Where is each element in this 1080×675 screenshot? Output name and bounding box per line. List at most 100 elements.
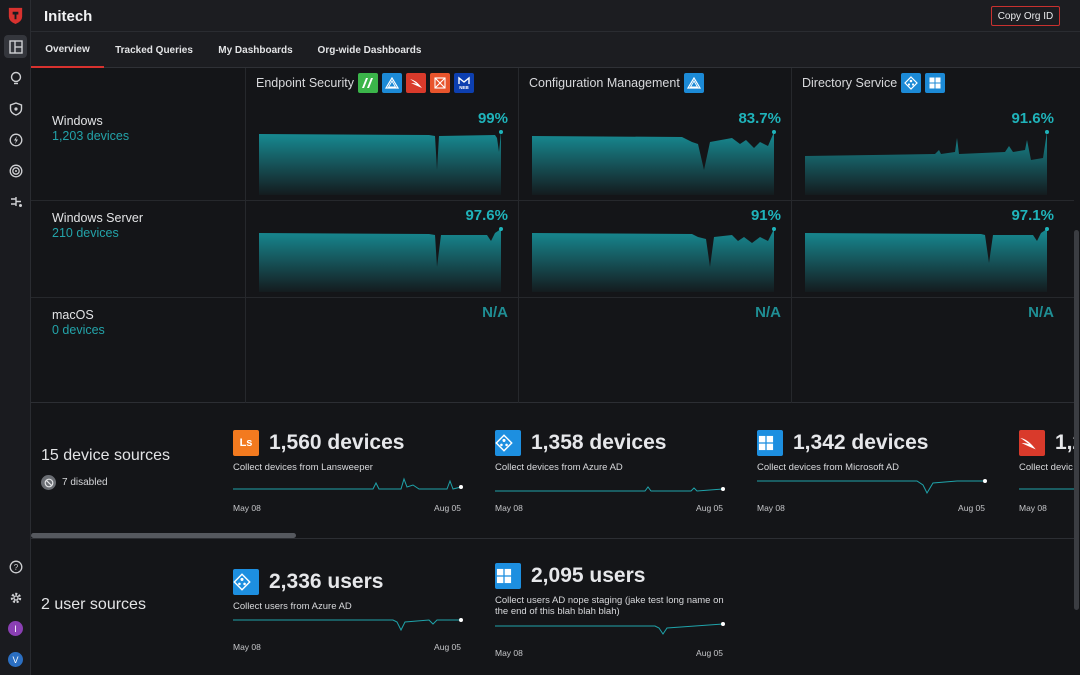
malwarebytes-icon[interactable]: NEB xyxy=(453,73,474,93)
source-description: Collect users AD nope staging (jake test… xyxy=(495,595,724,617)
crowdstrike-icon xyxy=(1019,430,1045,456)
device-count: 1,358 devices xyxy=(531,431,667,454)
device-source-card-lansweeper[interactable]: Ls 1,560 devices Collect devices from La… xyxy=(233,430,463,520)
source-trend-line xyxy=(1019,488,1074,490)
page-scrollbar[interactable] xyxy=(1074,230,1079,610)
os-macos-device-count[interactable]: 0 devices xyxy=(52,323,105,337)
windows-icon[interactable] xyxy=(925,73,946,93)
azure-icon[interactable] xyxy=(381,73,402,93)
source-description: Collect devices from Microsoft AD xyxy=(757,462,900,473)
device-source-card-azure-ad[interactable]: 1,358 devices Collect devices from Azure… xyxy=(495,430,725,520)
tab-overview[interactable]: Overview xyxy=(31,32,104,68)
crowdstrike-icon[interactable] xyxy=(405,73,426,93)
integrations-nav-button[interactable] xyxy=(4,190,27,213)
lansweeper-icon: Ls xyxy=(233,430,259,456)
coverage-na: N/A xyxy=(482,304,508,321)
coverage-trend-chart xyxy=(805,227,1049,292)
device-count: 1,342 devices xyxy=(793,431,929,454)
svg-text:?: ? xyxy=(13,563,18,572)
coverage-trend-chart xyxy=(805,130,1049,195)
trend-end-date: Aug 05 xyxy=(958,503,985,513)
insights-nav-button[interactable] xyxy=(4,66,27,89)
bolt-icon xyxy=(9,133,22,146)
sentinelone-icon[interactable] xyxy=(357,73,378,93)
windows-icon xyxy=(757,430,783,456)
dashboard-nav-button[interactable] xyxy=(4,35,27,58)
disabled-count: 7 disabled xyxy=(62,477,108,488)
source-description: Collect devices from Lansweeper xyxy=(233,462,373,473)
coverage-percent[interactable]: 99% xyxy=(477,110,508,127)
security-nav-button[interactable] xyxy=(4,97,27,120)
os-windows-server-device-count[interactable]: 210 devices xyxy=(52,226,119,240)
os-windows-label: Windows xyxy=(52,114,103,128)
source-trend-line xyxy=(233,618,463,632)
coverage-trend-chart xyxy=(532,130,776,195)
trend-start-date: May 08 xyxy=(495,648,523,658)
coverage-trend-chart xyxy=(259,227,503,292)
coverage-na: N/A xyxy=(1028,304,1054,321)
coverage-trend-chart xyxy=(532,227,776,292)
intune-icon[interactable] xyxy=(683,73,704,93)
trend-end-date: Aug 05 xyxy=(696,648,723,658)
tanium-icon[interactable] xyxy=(429,73,450,93)
disabled-sources-indicator[interactable]: 7 disabled xyxy=(41,475,108,490)
user-source-card-ad-staging[interactable]: 2,095 users Collect users AD nope stagin… xyxy=(495,563,725,663)
svg-text:NEB: NEB xyxy=(459,85,469,90)
os-windows-server-label: Windows Server xyxy=(52,211,143,225)
device-source-card-microsoft-ad[interactable]: 1,342 devices Collect devices from Micro… xyxy=(757,430,987,520)
user-sources-title: 2 user sources xyxy=(41,596,146,613)
os-windows-device-count[interactable]: 1,203 devices xyxy=(52,129,130,143)
device-count: 1,560 devices xyxy=(269,431,405,454)
settings-nav-button[interactable] xyxy=(4,586,27,609)
trend-start-date: May 08 xyxy=(495,503,523,513)
column-title: Directory Service xyxy=(802,76,898,90)
coverage-grid: Endpoint Security NEB Conf xyxy=(31,68,1074,403)
device-count: 1,2 xyxy=(1055,431,1074,454)
source-trend-line xyxy=(495,486,725,492)
coverage-percent[interactable]: 83.7% xyxy=(738,110,781,127)
org-title: Initech xyxy=(44,8,93,25)
trend-end-date: Aug 05 xyxy=(696,503,723,513)
actions-nav-button[interactable] xyxy=(4,128,27,151)
org-avatar[interactable]: I xyxy=(8,621,23,636)
left-nav-rail: ? I V xyxy=(0,0,31,675)
copy-org-id-button[interactable]: Copy Org ID xyxy=(991,6,1060,26)
coverage-nav-button[interactable] xyxy=(4,159,27,182)
overview-content: Endpoint Security NEB Conf xyxy=(31,68,1074,675)
shield-icon xyxy=(9,101,22,116)
coverage-percent[interactable]: 91.6% xyxy=(1011,110,1054,127)
tab-tracked-queries[interactable]: Tracked Queries xyxy=(115,44,193,56)
azure-ad-icon xyxy=(495,430,521,456)
disabled-icon xyxy=(41,475,56,490)
tab-bar: Overview Tracked Queries My Dashboards O… xyxy=(31,32,1080,68)
app-logo-icon[interactable] xyxy=(6,6,25,25)
user-count: 2,336 users xyxy=(269,570,384,593)
coverage-percent[interactable]: 97.1% xyxy=(1011,207,1054,224)
user-source-card-azure-ad[interactable]: 2,336 users Collect users from Azure AD … xyxy=(233,569,463,659)
source-trend-line xyxy=(495,622,725,635)
user-sources-section: 2 user sources 2,336 users Collect users… xyxy=(31,538,1074,675)
plug-icon xyxy=(10,196,22,207)
trend-end-date: Aug 05 xyxy=(434,503,461,513)
dashboard-icon xyxy=(8,39,23,54)
source-trend-line xyxy=(233,477,463,490)
device-source-card-crowdstrike[interactable]: 1,2 Collect devic May 08 xyxy=(1019,430,1074,520)
help-nav-button[interactable]: ? xyxy=(4,555,27,578)
trend-start-date: May 08 xyxy=(233,642,261,652)
device-sources-scrollbar[interactable] xyxy=(31,533,296,538)
coverage-percent[interactable]: 97.6% xyxy=(465,207,508,224)
target-icon xyxy=(9,164,22,177)
user-avatar[interactable]: V xyxy=(8,652,23,667)
device-sources-title: 15 device sources xyxy=(41,447,170,464)
coverage-percent[interactable]: 91% xyxy=(750,207,781,224)
trend-start-date: May 08 xyxy=(1019,503,1047,513)
help-icon: ? xyxy=(9,560,22,573)
tab-org-wide-dashboards[interactable]: Org-wide Dashboards xyxy=(317,44,422,56)
column-title: Endpoint Security xyxy=(256,76,354,90)
os-macos-label: macOS xyxy=(52,308,94,322)
tab-my-dashboards[interactable]: My Dashboards xyxy=(218,44,293,56)
azure-ad-icon[interactable] xyxy=(901,73,922,93)
source-trend-line xyxy=(757,479,987,495)
trend-end-date: Aug 05 xyxy=(434,642,461,652)
device-sources-section: 15 device sources 7 disabled Ls 1,560 de… xyxy=(31,403,1074,538)
